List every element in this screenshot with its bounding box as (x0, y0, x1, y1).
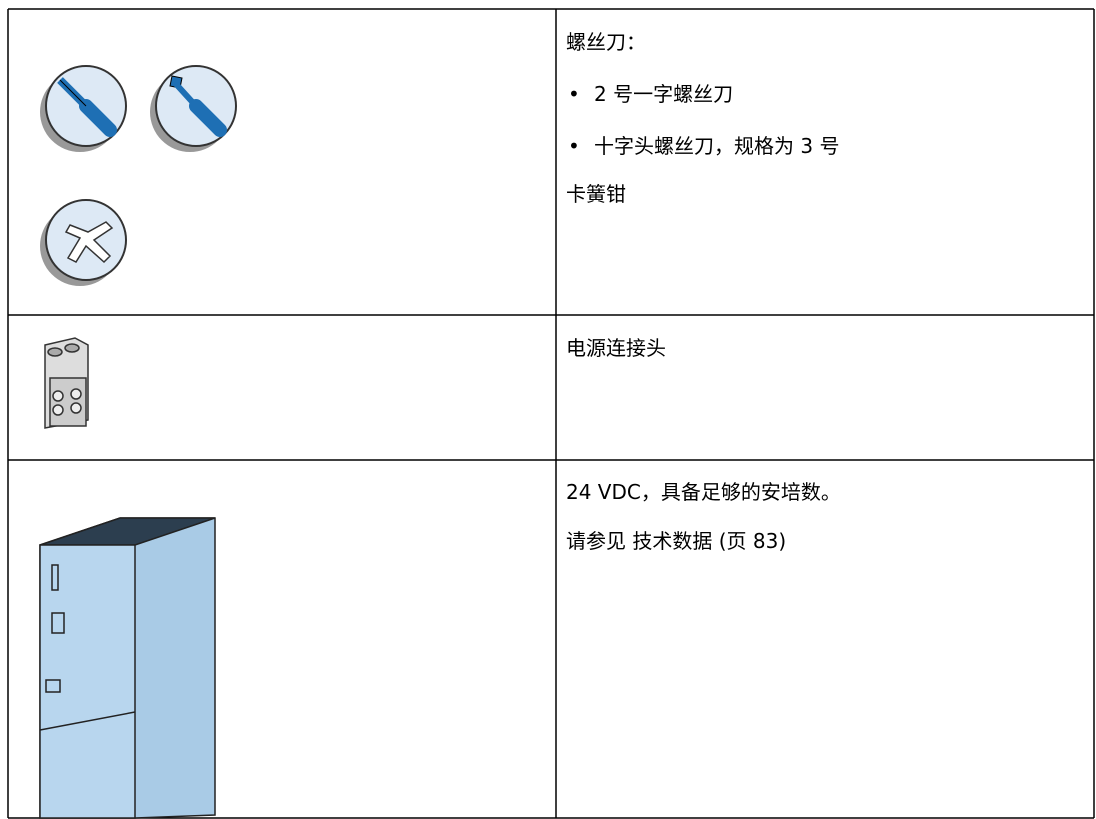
tools-heading: 螺丝刀： (566, 30, 646, 54)
cross-screwdriver-icon (150, 65, 237, 152)
tool-note: 卡簧钳 (566, 182, 626, 206)
bullet: • (568, 134, 580, 158)
power-reference: 请参见 技术数据 (页 83) (566, 529, 787, 553)
bullet: • (568, 82, 580, 106)
tool-item: 十字头螺丝刀，规格为 3 号 (594, 134, 840, 158)
tool-item: 2 号一字螺丝刀 (594, 82, 734, 106)
table-borders (7, 8, 1095, 819)
power-text: 24 VDC，具备足够的安培数。 (566, 480, 841, 504)
connector-text: 电源连接头 (566, 336, 666, 360)
flat-screwdriver-icon (40, 65, 127, 152)
pliers-icon (40, 199, 127, 286)
power-connector-icon (44, 337, 89, 429)
power-supply-icon (39, 517, 216, 819)
